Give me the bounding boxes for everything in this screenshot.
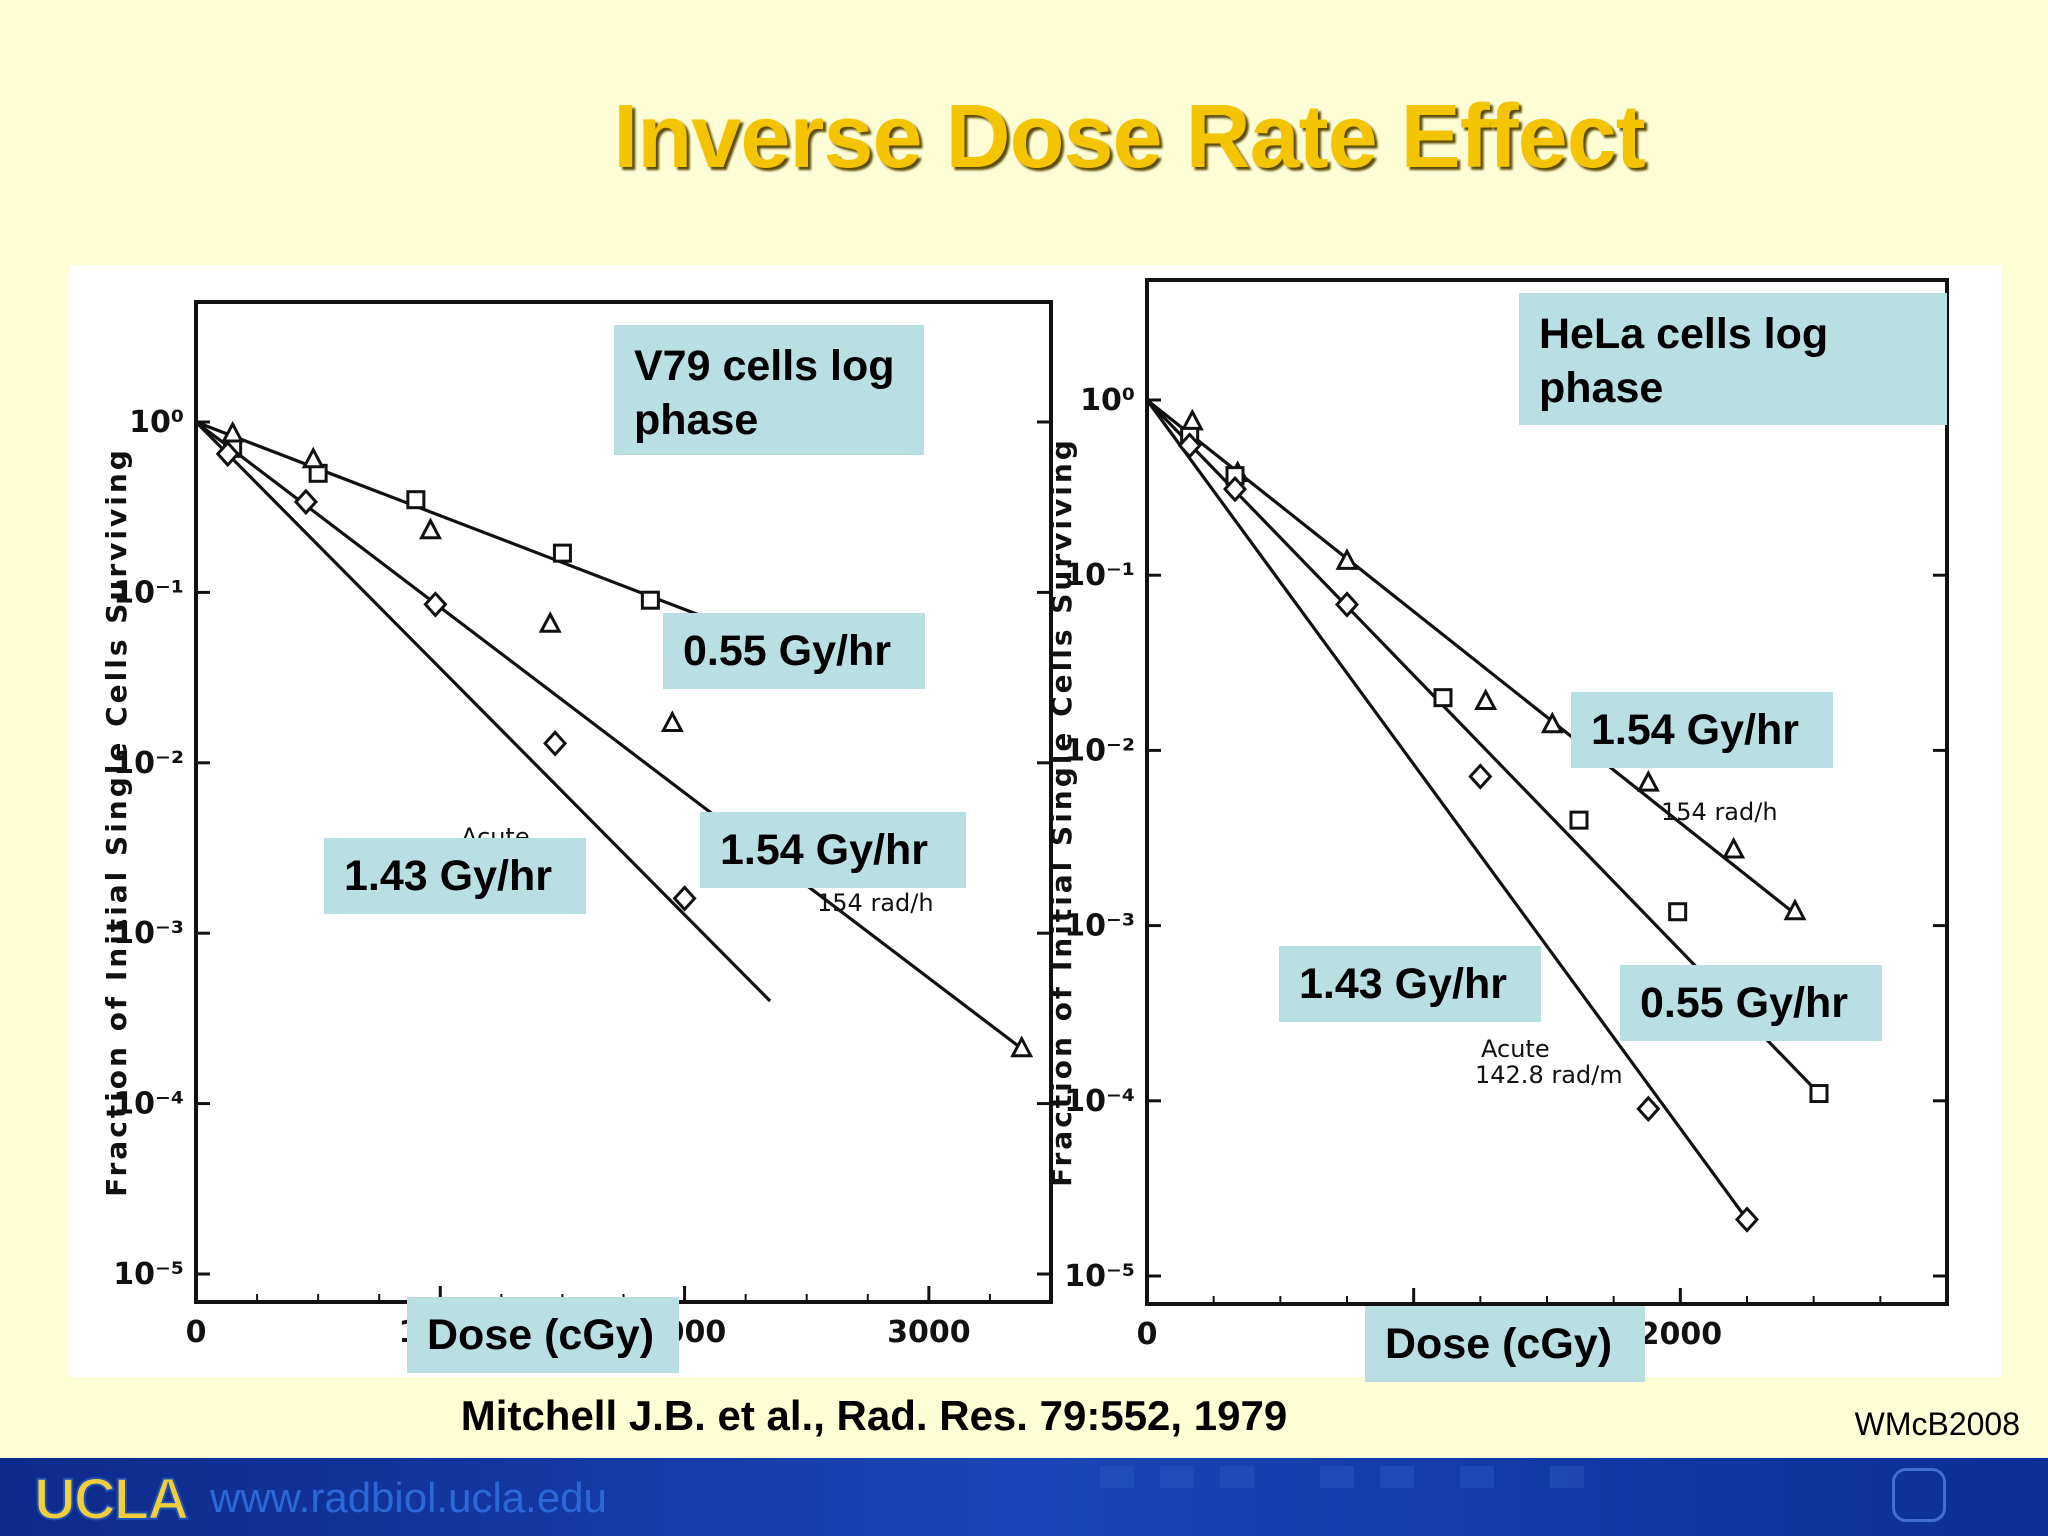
series-line — [195, 420, 710, 621]
data-point-triangle — [1335, 548, 1359, 570]
y-tick-label: 10⁻³ — [1064, 909, 1135, 944]
navigation-icon[interactable] — [1892, 1468, 1946, 1522]
y-tick-label: 10⁻¹ — [113, 575, 184, 610]
data-point-square — [1569, 810, 1589, 830]
data-point-triangle — [660, 710, 684, 733]
data-point-triangle — [1474, 688, 1498, 711]
chart-title-box: V79 cells log phase — [614, 325, 924, 455]
y-tick-label: 10⁰ — [1080, 383, 1135, 418]
plot-note: 142.8 rad/m — [1475, 1061, 1623, 1089]
x-tick-label: 2000 — [1639, 1317, 1723, 1352]
x-tick-label: 3000 — [887, 1315, 971, 1350]
series-legend-box: 0.55 Gy/hr — [1620, 965, 1882, 1041]
plot-frame — [1145, 278, 1949, 1306]
data-point-triangle — [538, 611, 562, 633]
data-point-triangle — [1636, 769, 1660, 792]
footer-decoration — [1550, 1466, 1584, 1488]
data-point-triangle — [1010, 1035, 1034, 1058]
data-point-diamond — [1468, 763, 1493, 790]
y-tick-label: 10⁻² — [113, 746, 184, 781]
series-legend-box: 1.54 Gy/hr — [1571, 692, 1833, 768]
series-legend-box: 1.43 Gy/hr — [324, 838, 586, 914]
data-point-diamond — [543, 730, 568, 757]
slide-title: Inverse Dose Rate Effect — [613, 87, 1645, 187]
footer-decoration — [1220, 1466, 1254, 1488]
y-tick-label: 10⁻⁵ — [113, 1257, 184, 1292]
survival-curves-chart: 10⁰10⁻¹10⁻²10⁻³10⁻⁴10⁻⁵0100020003000Frac… — [100, 278, 1949, 1352]
y-tick-label: 10⁻³ — [113, 916, 184, 951]
data-point-diamond — [1334, 591, 1360, 618]
plot-note: 154 rad/h — [817, 889, 934, 917]
footer-decoration — [1160, 1466, 1194, 1488]
series-line — [195, 420, 1028, 1054]
data-point-triangle — [1540, 711, 1564, 734]
data-point-triangle — [1180, 408, 1204, 431]
y-tick-label: 10⁻⁴ — [1064, 1084, 1135, 1119]
footer-decoration — [1460, 1466, 1494, 1488]
x-axis-label-box: Dose (cGy) — [1365, 1306, 1645, 1382]
data-point-square — [1809, 1084, 1829, 1104]
footer-decoration — [1380, 1466, 1414, 1488]
data-point-triangle — [301, 446, 325, 469]
chart-panel: 10⁰10⁻¹10⁻²10⁻³10⁻⁴10⁻⁵0100020003000Frac… — [69, 265, 2001, 1382]
data-point-square — [640, 590, 660, 610]
data-point-diamond — [1734, 1206, 1760, 1233]
y-tick-label: 10⁻¹ — [1064, 558, 1135, 593]
series-line — [194, 420, 772, 1003]
data-point-triangle — [1783, 898, 1807, 921]
data-point-diamond — [293, 488, 318, 516]
y-tick-label: 10⁻⁴ — [113, 1087, 184, 1122]
data-point-diamond — [1177, 432, 1202, 459]
data-point-diamond — [215, 440, 240, 468]
plot-note: 154 rad/h — [1661, 798, 1778, 826]
y-tick-label: 10⁻⁵ — [1064, 1259, 1135, 1294]
x-axis-label-box: Dose (cGy) — [407, 1297, 679, 1373]
chart-title-box: HeLa cells log phase — [1519, 293, 1947, 425]
footer-decoration — [1100, 1466, 1134, 1488]
y-tick-label: 10⁰ — [129, 405, 184, 440]
data-point-diamond — [1222, 475, 1248, 503]
series-line — [1146, 398, 1794, 913]
ucla-logo: UCLA — [33, 1466, 190, 1533]
data-point-square — [1433, 688, 1453, 708]
data-point-triangle — [221, 420, 245, 443]
series-legend-box: 1.43 Gy/hr — [1279, 946, 1541, 1022]
data-point-triangle — [419, 517, 443, 540]
data-point-diamond — [672, 885, 697, 912]
author-credit: WMcB2008 — [1854, 1406, 2020, 1442]
data-point-diamond — [423, 591, 448, 618]
data-point-square — [1668, 902, 1688, 922]
x-tick-label: 0 — [186, 1315, 207, 1350]
data-point-square — [552, 543, 572, 563]
y-axis-label: Fraction of Initial Single Cells Survivi… — [1045, 437, 1078, 1187]
x-tick-label: 0 — [1137, 1317, 1158, 1352]
series-line — [1145, 399, 1749, 1221]
plot-note: Acute — [1481, 1035, 1550, 1063]
footer-decoration — [1320, 1466, 1354, 1488]
y-tick-label: 10⁻² — [1064, 733, 1135, 768]
data-point-diamond — [1636, 1095, 1661, 1123]
series-legend-box: 0.55 Gy/hr — [663, 613, 925, 689]
data-point-triangle — [1722, 836, 1746, 859]
footer-bar: UCLA www.radbiol.ucla.edu — [0, 1458, 2048, 1536]
series-legend-box: 1.54 Gy/hr — [700, 812, 966, 888]
citation: Mitchell J.B. et al., Rad. Res. 79:552, … — [460, 1392, 1288, 1439]
data-point-square — [406, 490, 426, 510]
y-axis-label: Fraction of Initial Single Cells Survivi… — [100, 447, 133, 1197]
footer-url-link[interactable]: www.radbiol.ucla.edu — [210, 1474, 607, 1521]
